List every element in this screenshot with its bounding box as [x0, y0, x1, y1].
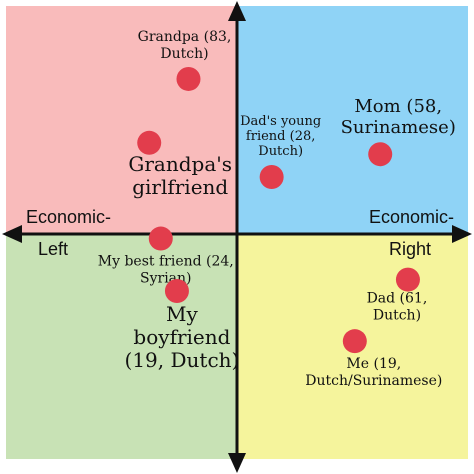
label-boyfriend-line: boyfriend — [133, 325, 230, 349]
point-grandpas-gf — [137, 130, 162, 155]
point-best-friend — [148, 226, 173, 251]
axis-label-right-bottom: Right — [389, 239, 431, 259]
label-dads-young-friend-line: Dad's young — [240, 114, 321, 129]
label-grandpa-line: Dutch) — [160, 46, 208, 62]
x-axis-right-arrow — [452, 225, 472, 243]
point-dad — [395, 267, 420, 292]
y-axis-bottom-arrow — [228, 453, 246, 473]
point-dads-young-friend — [259, 165, 284, 189]
label-me: Me (19, Dutch/Surinamese) — [305, 356, 442, 389]
label-grandpa: Grandpa (83, Dutch) — [138, 29, 232, 62]
axis-label-left-top: Economic- — [26, 207, 111, 227]
quadrant-top-right — [237, 6, 468, 234]
label-me-line: Me (19, — [346, 356, 401, 372]
label-mom-line: Surinamese) — [341, 117, 456, 138]
label-grandpa-line: Grandpa (83, — [138, 29, 232, 45]
label-mom: Mom (58, Surinamese) — [341, 96, 456, 138]
label-boyfriend-line: (19, Dutch) — [125, 348, 240, 372]
label-dads-young-friend-line: Dutch) — [258, 144, 303, 159]
point-grandpa — [176, 66, 201, 91]
label-best-friend-line: My best friend (24, — [98, 254, 234, 270]
label-dads-young-friend-line: friend (28, — [246, 129, 315, 144]
label-dad-line: Dutch) — [373, 308, 421, 324]
axis-label-right-top: Economic- — [369, 207, 454, 227]
label-grandpas-gf-line: girlfriend — [132, 175, 228, 199]
quadrant-top-left — [6, 6, 237, 234]
y-axis-top-arrow — [228, 1, 246, 21]
label-mom-line: Mom (58, — [354, 96, 442, 117]
point-mom — [368, 142, 393, 167]
point-me — [342, 329, 367, 354]
label-dad-line: Dad (61, — [367, 291, 428, 307]
point-boyfriend — [164, 279, 189, 303]
label-boyfriend-line: My — [166, 302, 198, 326]
label-boyfriend: My boyfriend (19, Dutch) — [125, 302, 240, 372]
axis-label-left-bottom: Left — [38, 239, 68, 259]
label-me-line: Dutch/Surinamese) — [305, 373, 442, 389]
label-dad: Dad (61, Dutch) — [367, 291, 428, 324]
label-grandpas-gf: Grandpa's girlfriend — [128, 152, 232, 199]
label-dads-young-friend: Dad's young friend (28, Dutch) — [240, 114, 321, 159]
label-grandpas-gf-line: Grandpa's — [128, 152, 232, 176]
points-layer: Grandpa (83, Dutch)Grandpa's girlfriendDad… — [98, 29, 456, 389]
x-axis-left-arrow — [2, 225, 22, 243]
quadrant-bottom-left — [6, 234, 237, 459]
